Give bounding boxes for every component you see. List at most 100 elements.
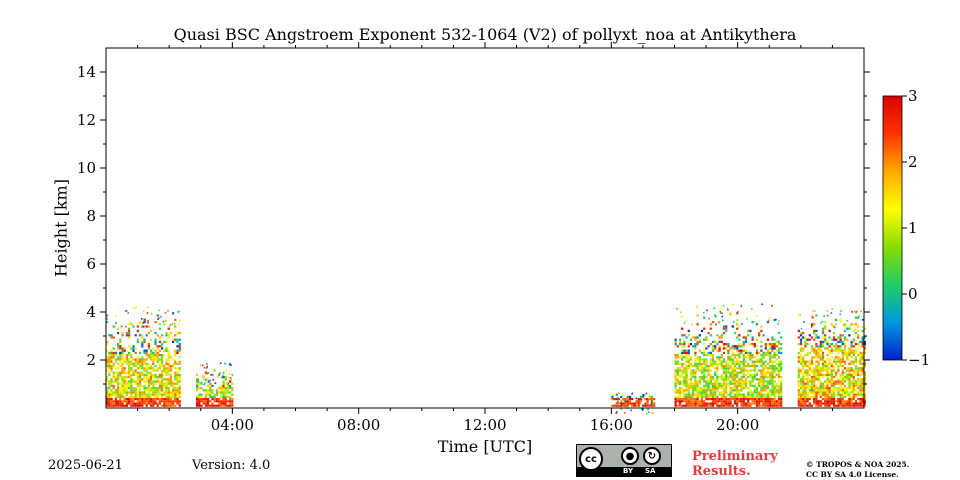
heatmap-cell: [753, 387, 756, 390]
heatmap-cell: [749, 351, 752, 354]
heatmap-cell: [158, 358, 161, 361]
heatmap-cell: [835, 371, 838, 374]
heatmap-cell: [841, 369, 844, 372]
heatmap-cell: [117, 362, 120, 365]
heatmap-cell: [218, 402, 221, 405]
heatmap-cell: [683, 391, 686, 394]
heatmap-cell: [706, 309, 708, 312]
heatmap-cell: [749, 369, 752, 372]
heatmap-cell: [683, 398, 686, 401]
heatmap-cell: [722, 400, 726, 403]
heatmap-cell: [727, 371, 730, 374]
heatmap-cell: [852, 393, 855, 396]
heatmap-cell: [740, 395, 743, 398]
heatmap-cell: [817, 367, 820, 370]
heatmap-cell: [769, 347, 772, 350]
heatmap-cell: [156, 404, 159, 407]
heatmap-cell: [766, 321, 770, 324]
heatmap-cell: [139, 402, 142, 405]
heatmap-cell: [861, 329, 864, 332]
heatmap-cell: [700, 395, 704, 398]
heatmap-cell: [736, 389, 739, 392]
heatmap-cell: [736, 391, 739, 394]
heatmap-cell: [167, 351, 170, 354]
heatmap-cell: [719, 308, 721, 311]
heatmap-cell: [861, 395, 864, 398]
heatmap-cell: [714, 391, 717, 394]
heatmap-cell: [637, 402, 640, 405]
heatmap-cell: [147, 343, 150, 346]
heatmap-cell: [821, 382, 825, 385]
heatmap-cell: [729, 373, 732, 376]
heatmap-cell: [854, 380, 858, 383]
heatmap-cell: [121, 404, 124, 407]
heatmap-cell: [174, 393, 177, 396]
heatmap-cell: [152, 391, 155, 394]
heatmap-cell: [725, 387, 728, 390]
heatmap-cell: [176, 367, 179, 370]
heatmap-cell: [817, 373, 820, 376]
heatmap-cell: [742, 365, 745, 368]
heatmap-cell: [720, 398, 723, 401]
heatmap-cell: [156, 347, 159, 350]
heatmap-cell: [806, 384, 809, 387]
heatmap-cell: [733, 380, 737, 383]
heatmap-cell: [826, 402, 829, 405]
heatmap-cell: [733, 354, 737, 357]
heatmap-cell: [826, 378, 829, 381]
heatmap-cell: [703, 376, 706, 379]
heatmap-cell: [729, 402, 732, 405]
heatmap-cell: [826, 395, 829, 398]
heatmap-cell: [731, 358, 734, 361]
heatmap-cell: [642, 404, 644, 407]
heatmap-cell: [815, 336, 818, 339]
heatmap-cell: [215, 404, 218, 407]
heatmap-cell: [165, 358, 168, 361]
heatmap-cell: [147, 398, 150, 401]
heatmap-cell: [645, 392, 648, 395]
heatmap-cell: [698, 382, 701, 385]
heatmap-cell: [826, 387, 829, 390]
heatmap-cell: [152, 376, 155, 379]
cc-badge-strip: [577, 467, 671, 476]
heatmap-cell: [821, 376, 825, 379]
heatmap-cell: [705, 395, 708, 398]
heatmap-cell: [841, 360, 844, 363]
heatmap-cell: [145, 380, 148, 383]
heatmap-cell: [729, 391, 732, 394]
heatmap-cell: [815, 376, 818, 379]
heatmap-cell: [165, 371, 168, 374]
heatmap-cell: [797, 393, 800, 396]
heatmap-cell: [119, 404, 122, 407]
heatmap-cell: [705, 369, 708, 372]
heatmap-cell: [132, 371, 135, 374]
heatmap-cell: [117, 402, 120, 405]
heatmap-cell: [167, 327, 170, 330]
heatmap-cell: [147, 400, 150, 403]
heatmap-cell: [806, 354, 809, 357]
heatmap-cell: [683, 351, 686, 354]
heatmap-cell: [642, 395, 644, 398]
heatmap-cell: [108, 400, 111, 403]
heatmap-cell: [830, 373, 833, 376]
heatmap-cell: [176, 345, 179, 348]
heatmap-cell: [747, 371, 750, 374]
heatmap-cell: [709, 365, 712, 368]
heatmap-cell: [773, 345, 776, 348]
heatmap-cell: [147, 356, 150, 359]
heatmap-cell: [729, 371, 732, 374]
heatmap-cell: [178, 338, 181, 341]
heatmap-cell: [694, 343, 697, 346]
heatmap-cell: [720, 391, 723, 394]
heatmap-cell: [817, 349, 820, 352]
heatmap-cell: [705, 347, 708, 350]
heatmap-cell: [819, 380, 822, 383]
heatmap-cell: [819, 343, 822, 346]
heatmap-cell: [819, 373, 822, 376]
heatmap-cell: [685, 404, 688, 407]
heatmap-cell: [119, 347, 122, 350]
heatmap-cell: [760, 391, 763, 394]
heatmap-cell: [773, 384, 776, 387]
heatmap-cell: [141, 378, 144, 381]
heatmap-cell: [824, 384, 827, 387]
